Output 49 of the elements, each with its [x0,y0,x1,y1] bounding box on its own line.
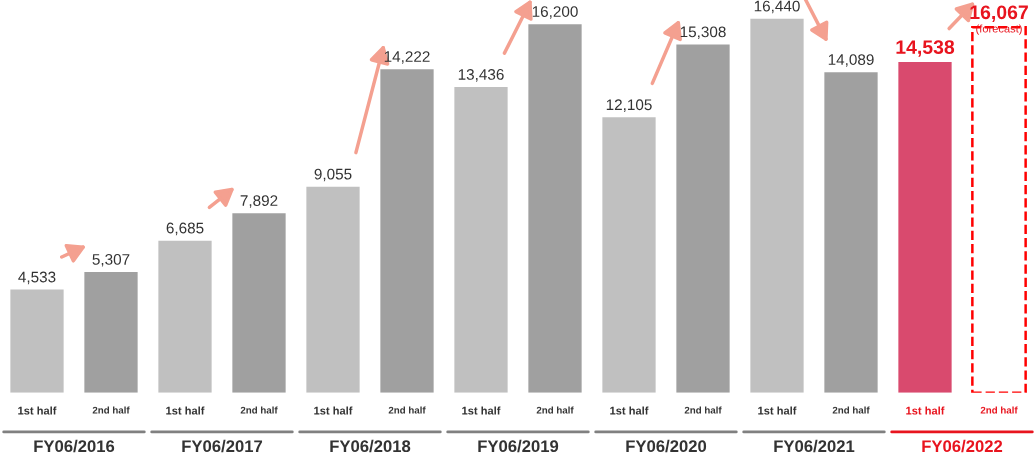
data-label: 14,089 [828,54,874,67]
x-tick-label: 1st half [462,406,501,415]
data-label: 16,067 [970,5,1028,22]
data-label: 12,105 [606,99,652,112]
bar [528,24,582,393]
bar [84,271,138,393]
x-tick-label: 1st half [906,406,945,415]
bar [750,18,804,393]
bar [158,240,212,393]
text: FY06/2020 [626,439,707,453]
text: FY06/2021 [774,439,855,453]
bar [380,69,434,393]
data-label: 7,892 [240,195,278,208]
x-tick-label: 1st half [18,406,57,415]
data-label: 13,436 [458,69,504,82]
data-label: 6,685 [166,222,204,236]
x-tick-label: 1st half [610,406,649,415]
bar [676,44,730,393]
bar [10,289,64,393]
data-label: 15,308 [680,26,726,40]
bar [898,61,952,393]
x-tick-label: 1st half [758,406,797,415]
bar [971,25,1027,393]
x-tick-label: 2nd half [980,406,1018,414]
x-tick-label: 2nd half [536,406,574,414]
x-tick-label: 2nd half [92,406,130,414]
bar [454,87,508,393]
data-label: 9,055 [314,168,352,182]
x-tick-label: 1st half [166,406,205,415]
text: FY06/2022 [922,439,1003,453]
text: FY06/2016 [34,439,115,453]
x-tick-label: 2nd half [832,406,870,414]
data-label: 14,538 [896,40,955,57]
x-tick-label: 1st half [314,406,353,415]
data-label: 5,307 [92,253,130,267]
data-label: 16,440 [754,0,800,14]
data-label: 4,533 [18,271,56,285]
text: FY06/2018 [330,439,411,453]
x-tick-label: 2nd half [684,406,722,414]
data-label: 16,200 [532,6,578,19]
text: FY06/2017 [182,439,263,453]
data-label: 14,222 [384,51,430,64]
bar [602,117,656,393]
x-tick-label: 2nd half [388,406,426,414]
x-tick-label: 2nd half [240,406,278,414]
bar [824,72,878,393]
text: FY06/2019 [478,439,559,453]
bar [306,186,360,393]
bar [232,213,286,393]
